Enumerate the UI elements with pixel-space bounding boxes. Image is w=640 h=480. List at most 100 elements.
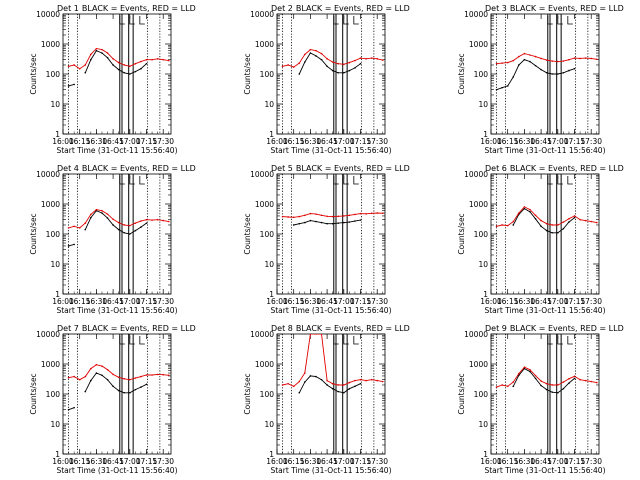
panel-title: Det 5 BLACK = Events, RED = LLD bbox=[271, 164, 410, 173]
data-point bbox=[287, 382, 289, 385]
data-point bbox=[112, 58, 114, 60]
data-point bbox=[365, 213, 367, 215]
data-point bbox=[354, 59, 356, 62]
x-tick-label: 17:15 bbox=[136, 297, 158, 306]
data-point bbox=[67, 85, 70, 87]
data-point bbox=[354, 67, 356, 69]
data-point bbox=[529, 60, 531, 63]
data-point bbox=[590, 380, 593, 383]
data-point bbox=[529, 54, 531, 56]
legend-text: BLACK = Events, RED = LLD bbox=[510, 4, 624, 13]
data-point bbox=[117, 389, 120, 392]
detector-name: Det 7 bbox=[57, 324, 79, 333]
data-point bbox=[359, 212, 362, 215]
y-tick-label: 10000 bbox=[464, 170, 488, 179]
y-tick-label: 100 bbox=[46, 70, 61, 79]
data-point bbox=[95, 372, 98, 374]
data-point bbox=[326, 58, 328, 60]
y-tick-label: 10 bbox=[50, 260, 60, 269]
x-tick-label: 17:30 bbox=[366, 457, 388, 466]
data-point bbox=[73, 243, 75, 246]
data-point bbox=[365, 58, 367, 60]
series-group bbox=[495, 206, 598, 234]
x-tick-label: 16:00 bbox=[266, 137, 288, 146]
x-tick-label: 16:15 bbox=[497, 137, 519, 146]
corner-marker bbox=[129, 176, 135, 185]
data-point bbox=[315, 375, 317, 378]
panel-frame bbox=[276, 173, 386, 295]
data-point bbox=[162, 219, 165, 222]
data-point bbox=[129, 391, 131, 394]
data-point bbox=[309, 375, 312, 377]
data-point bbox=[73, 83, 75, 86]
data-point bbox=[557, 73, 559, 75]
x-tick-label: 16:45 bbox=[102, 457, 124, 466]
data-point bbox=[117, 221, 120, 224]
data-point bbox=[67, 227, 70, 229]
data-point bbox=[281, 215, 284, 218]
data-point bbox=[320, 378, 323, 381]
data-point bbox=[540, 57, 542, 60]
data-point bbox=[134, 70, 137, 73]
data-point bbox=[140, 67, 142, 70]
data-point bbox=[370, 212, 373, 215]
y-axis-label: Counts/sec bbox=[29, 373, 38, 414]
data-point bbox=[540, 68, 542, 71]
data-point bbox=[343, 391, 345, 394]
x-tick-label: 16:45 bbox=[102, 137, 124, 146]
series-line-events bbox=[84, 50, 147, 75]
data-point bbox=[557, 231, 559, 234]
x-tick-label: 16:30 bbox=[86, 297, 108, 306]
data-point bbox=[129, 65, 131, 68]
series-group bbox=[67, 208, 170, 247]
data-point bbox=[315, 334, 317, 335]
corner-marker bbox=[557, 16, 563, 25]
data-point bbox=[298, 380, 301, 383]
data-point bbox=[512, 59, 515, 62]
y-tick-label: 1000 bbox=[469, 360, 488, 369]
y-tick-label: 1 bbox=[269, 130, 274, 139]
detector-name: Det 6 bbox=[485, 164, 507, 173]
series-line-events bbox=[512, 208, 575, 234]
data-point bbox=[145, 218, 148, 221]
data-point bbox=[331, 61, 334, 63]
x-tick-label: 17:00 bbox=[547, 457, 569, 466]
x-tick-label: 16:45 bbox=[530, 137, 552, 146]
corner-marker bbox=[567, 336, 573, 345]
x-tick-label: 16:30 bbox=[300, 457, 322, 466]
data-point bbox=[540, 380, 542, 382]
data-point bbox=[381, 59, 384, 61]
x-axis-label: Start Time (31-Oct-11 15:56:40) bbox=[484, 146, 605, 155]
data-point bbox=[90, 216, 92, 219]
data-point bbox=[162, 373, 165, 376]
data-point bbox=[365, 379, 367, 382]
data-point bbox=[348, 381, 351, 384]
data-point bbox=[84, 375, 87, 378]
corner-marker bbox=[139, 176, 145, 185]
x-tick-label: 16:30 bbox=[514, 457, 536, 466]
data-point bbox=[304, 381, 306, 383]
panel-8: 1 10 100 1000 10000 16:0016:1516:3016:4517:00… bbox=[243, 324, 410, 475]
series-line-events bbox=[84, 372, 147, 394]
data-point bbox=[67, 65, 70, 68]
x-tick-label: 16:45 bbox=[316, 137, 338, 146]
data-point bbox=[562, 381, 565, 383]
y-tick-label: 1000 bbox=[255, 40, 274, 49]
corner-marker bbox=[333, 176, 339, 185]
data-point bbox=[101, 209, 103, 212]
data-point bbox=[315, 49, 317, 52]
data-point bbox=[501, 62, 503, 64]
corner-marker bbox=[129, 16, 135, 25]
data-point bbox=[523, 207, 526, 210]
data-point bbox=[140, 220, 142, 222]
data-point bbox=[354, 385, 356, 388]
data-point bbox=[140, 226, 142, 228]
detector-name: Det 9 bbox=[485, 324, 507, 333]
series-line-lld bbox=[496, 53, 597, 65]
data-point bbox=[309, 334, 312, 335]
data-point bbox=[84, 228, 87, 231]
data-point bbox=[590, 220, 593, 223]
x-tick-label: 17:00 bbox=[547, 297, 569, 306]
data-point bbox=[326, 222, 328, 225]
